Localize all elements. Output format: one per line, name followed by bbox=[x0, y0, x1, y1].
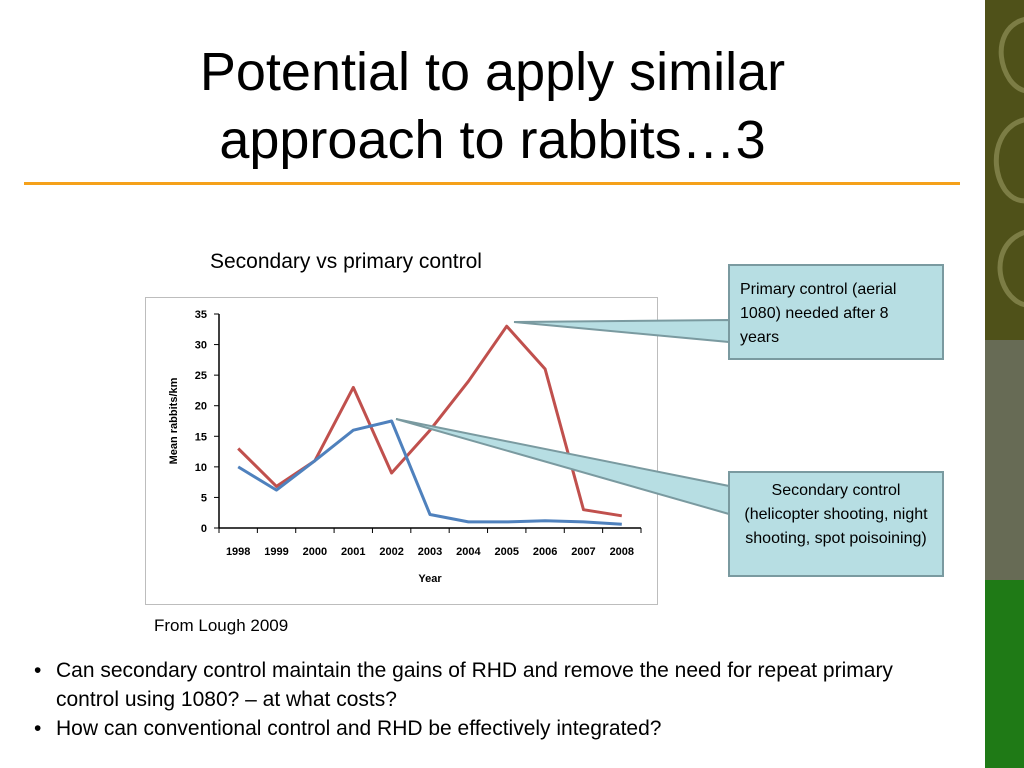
line-chart: 0 5 10 15 20 25 30 35 1998 1999 2000 2001 2002 2003 20… bbox=[168, 309, 642, 585]
chart-title: Secondary vs primary control bbox=[210, 250, 482, 273]
title-line-1: Potential to apply similar bbox=[199, 42, 786, 102]
side-band-green bbox=[985, 580, 1024, 768]
secondary-control-callout: Secondary control (helicopter shooting, … bbox=[728, 471, 944, 577]
x-tick-label: 1998 bbox=[226, 546, 250, 558]
y-tick-label: 20 bbox=[195, 401, 207, 413]
bullet-item: How can conventional control and RHD be … bbox=[34, 714, 934, 743]
y-tick-label: 15 bbox=[195, 431, 207, 443]
x-tick-label: 2004 bbox=[456, 546, 481, 558]
x-tick-label: 2000 bbox=[303, 546, 327, 558]
y-tick-label: 0 bbox=[201, 523, 207, 535]
primary-control-callout: Primary control (aerial 1080) needed aft… bbox=[728, 264, 944, 360]
x-tick-label: 2003 bbox=[418, 546, 442, 558]
x-tick-label: 2005 bbox=[494, 546, 518, 558]
slide-title: Potential to apply similar approach to r… bbox=[0, 38, 985, 174]
secondary-callout-pointer bbox=[395, 418, 730, 516]
x-tick-label: 2006 bbox=[533, 546, 557, 558]
x-tick-label: 2007 bbox=[571, 546, 595, 558]
x-tick-label: 2002 bbox=[379, 546, 403, 558]
side-band-olive bbox=[985, 0, 1024, 340]
x-axis-label: Year bbox=[418, 573, 442, 585]
primary-callout-pointer bbox=[513, 318, 730, 344]
chart-frame: 0 5 10 15 20 25 30 35 1998 1999 2000 2001 2002 2003 20… bbox=[145, 297, 658, 605]
side-band-grey bbox=[985, 340, 1024, 580]
secondary-control-line bbox=[237, 419, 622, 526]
x-tick-label: 1999 bbox=[264, 546, 288, 558]
y-tick-label: 10 bbox=[195, 462, 207, 474]
title-divider bbox=[24, 182, 960, 185]
source-citation: From Lough 2009 bbox=[154, 616, 289, 635]
y-tick-label: 5 bbox=[201, 492, 207, 504]
callout-pointers bbox=[395, 318, 730, 516]
bullet-item: Can secondary control maintain the gains… bbox=[34, 656, 934, 714]
swirl-decoration bbox=[993, 17, 1024, 307]
x-tick-label: 2001 bbox=[341, 546, 365, 558]
y-tick-label: 25 bbox=[195, 370, 207, 382]
y-tick-label: 35 bbox=[195, 309, 207, 321]
y-tick-label: 30 bbox=[195, 340, 207, 352]
bullet-list: Can secondary control maintain the gains… bbox=[34, 656, 934, 743]
x-tick-label: 2008 bbox=[610, 546, 634, 558]
y-axis-label: Mean rabbits/km bbox=[168, 377, 180, 464]
title-line-2: approach to rabbits…3 bbox=[219, 110, 766, 170]
